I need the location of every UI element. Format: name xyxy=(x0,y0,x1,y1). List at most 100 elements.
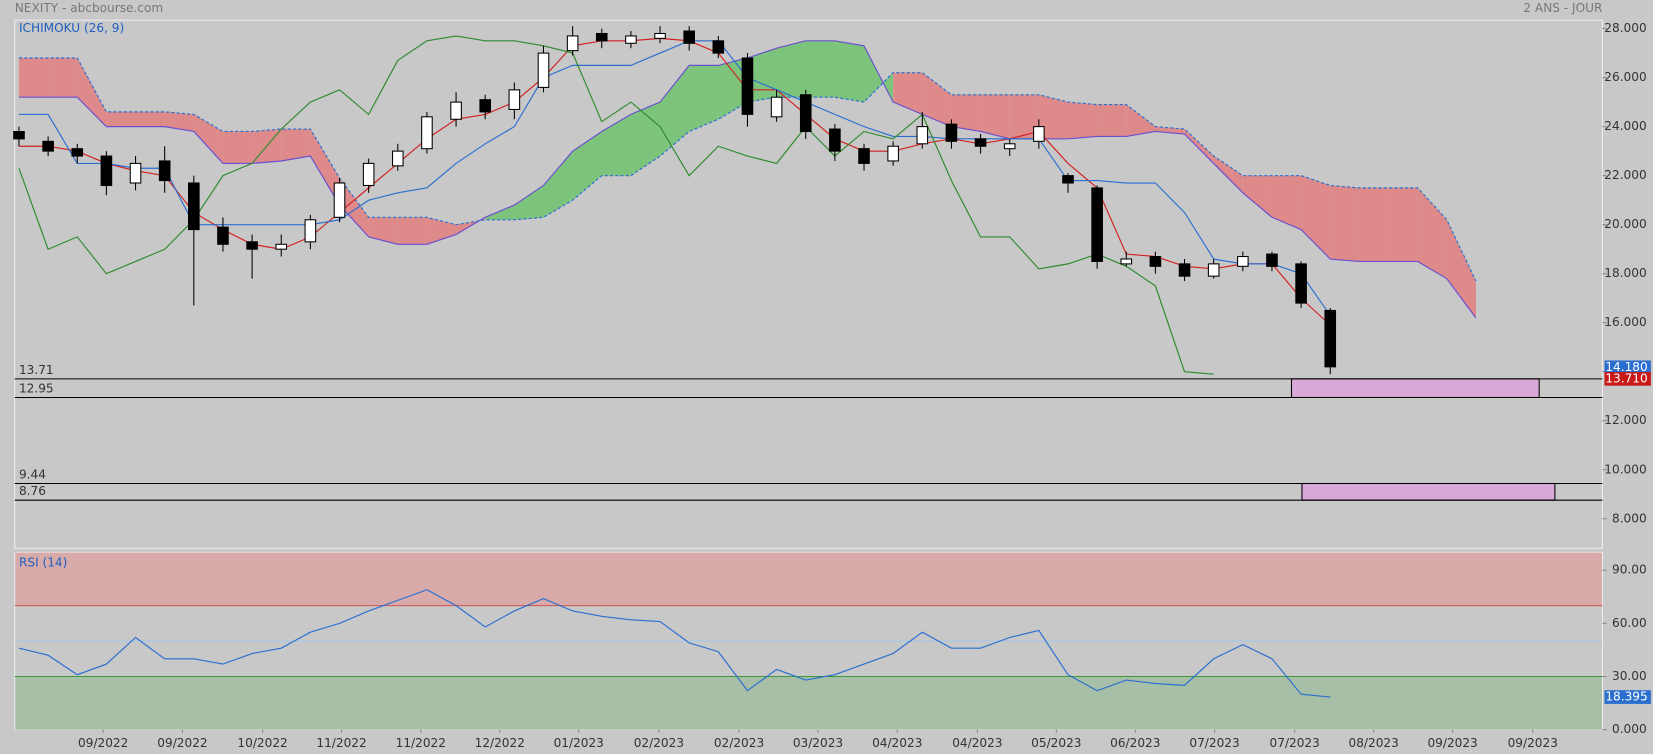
candle-body xyxy=(42,140,54,152)
cloud-segment xyxy=(397,217,427,245)
x-tick-label: 02/2023 xyxy=(634,736,684,750)
cloud-segment xyxy=(339,178,369,237)
cloud-segment xyxy=(864,45,894,103)
ichimoku-title: ICHIMOKU (26, 9) xyxy=(19,21,124,35)
y-tick-label: 0.000 xyxy=(1612,722,1647,736)
cloud-segment xyxy=(193,114,223,164)
cloud-segment xyxy=(1301,175,1331,259)
candle-body xyxy=(1266,253,1278,267)
cloud-segment xyxy=(106,111,136,127)
cloud-segment xyxy=(980,94,1010,139)
x-tick-label: 09/2023 xyxy=(1427,736,1477,750)
x-tick-label: 07/2023 xyxy=(1270,736,1320,750)
level-label: 9.44 xyxy=(19,468,46,482)
candle-body xyxy=(858,148,870,164)
price-tag-label: 13.710 xyxy=(1605,371,1647,385)
y-tick-label: 26.000 xyxy=(1604,70,1646,84)
candle-body xyxy=(829,128,841,152)
x-tick-label: 03/2023 xyxy=(793,736,843,750)
candle-body xyxy=(595,32,608,42)
candle-body xyxy=(246,241,258,250)
cloud-segment xyxy=(689,65,719,132)
level-label: 13.71 xyxy=(19,363,54,377)
candle-body xyxy=(1062,175,1074,184)
y-tick-label: 20.000 xyxy=(1604,217,1646,231)
x-tick-label: 09/2023 xyxy=(1508,736,1558,750)
page-title: NEXITY - abcbourse.com xyxy=(15,1,163,15)
cloud-segment xyxy=(164,111,194,132)
price-tag xyxy=(1604,371,1651,386)
cloud-segment xyxy=(514,185,544,220)
candle-body xyxy=(770,96,783,118)
candle-body xyxy=(945,123,958,142)
candle-body xyxy=(71,148,84,157)
candle-body xyxy=(1149,256,1162,267)
candle-body xyxy=(1207,263,1220,277)
y-tick-label: 18.000 xyxy=(1604,266,1646,280)
cloud-segment xyxy=(1009,94,1039,139)
x-tick-label: 04/2023 xyxy=(872,736,922,750)
cloud-segment xyxy=(1242,175,1272,218)
cloud-segment xyxy=(660,65,690,157)
line xyxy=(18,37,1331,326)
y-tick-label: 10.000 xyxy=(1604,462,1646,476)
rsi-tag xyxy=(1604,690,1651,704)
candle-body xyxy=(1120,258,1133,265)
candle-body xyxy=(217,226,229,245)
rsi-zone xyxy=(15,552,1602,606)
candle-body xyxy=(916,126,929,145)
candle-body xyxy=(188,182,200,231)
x-tick-label: 11/2022 xyxy=(396,736,446,750)
cloud-segment xyxy=(1126,104,1156,137)
cloud-segment xyxy=(1097,104,1127,137)
candle-body xyxy=(537,52,550,88)
x-tick-label: 06/2023 xyxy=(1110,736,1160,750)
cloud-segment xyxy=(951,94,981,132)
cloud-segment xyxy=(805,40,835,98)
candle-body xyxy=(158,160,171,182)
candle-body xyxy=(799,94,812,133)
line xyxy=(18,40,1331,316)
cloud-segment xyxy=(834,40,865,103)
level-label: 8.76 xyxy=(19,484,46,498)
candle-body xyxy=(304,219,317,243)
cloud-segment xyxy=(1330,185,1360,262)
y-tick-label: 22.000 xyxy=(1604,168,1646,182)
cloud-segment xyxy=(1271,175,1302,230)
candle-body xyxy=(566,35,579,52)
candle-body xyxy=(275,243,288,250)
candle-body xyxy=(712,40,725,54)
y-tick-label: 28.000 xyxy=(1604,21,1646,35)
price-tag-label: 14.180 xyxy=(1605,360,1647,374)
x-tick-label: 11/2022 xyxy=(316,736,366,750)
x-tick-label: 04/2023 xyxy=(952,736,1002,750)
rsi-zone xyxy=(15,676,1602,730)
candle-body xyxy=(129,162,142,184)
x-tick-label: 08/2023 xyxy=(1349,736,1399,750)
x-tick-label: 05/2023 xyxy=(1031,736,1081,750)
rsi-tag-label: 18.395 xyxy=(1605,690,1647,704)
cloud-segment xyxy=(135,111,165,127)
cloud-segment xyxy=(776,40,806,98)
cloud-segment xyxy=(1213,156,1243,193)
cloud-segment xyxy=(1417,187,1447,279)
y-tick-label: 12.000 xyxy=(1604,413,1646,427)
cloud-segment xyxy=(426,217,457,245)
cloud-segment xyxy=(1388,187,1418,262)
candle-body xyxy=(362,162,375,186)
cloud-segment xyxy=(543,151,573,218)
candle-body xyxy=(450,101,462,120)
y-tick-label: 16.000 xyxy=(1604,315,1646,329)
cloud-segment xyxy=(572,131,602,201)
cloud-segment xyxy=(310,129,340,206)
candle-body xyxy=(479,99,492,113)
y-tick-label: 8.000 xyxy=(1612,511,1647,525)
candle-body xyxy=(1324,309,1337,368)
cloud-segment xyxy=(1446,219,1476,318)
candle-body xyxy=(974,138,987,147)
candle-body xyxy=(1033,126,1045,142)
cloud-segment xyxy=(893,72,923,115)
candle-body xyxy=(1237,256,1249,267)
cloud-segment xyxy=(77,57,107,127)
